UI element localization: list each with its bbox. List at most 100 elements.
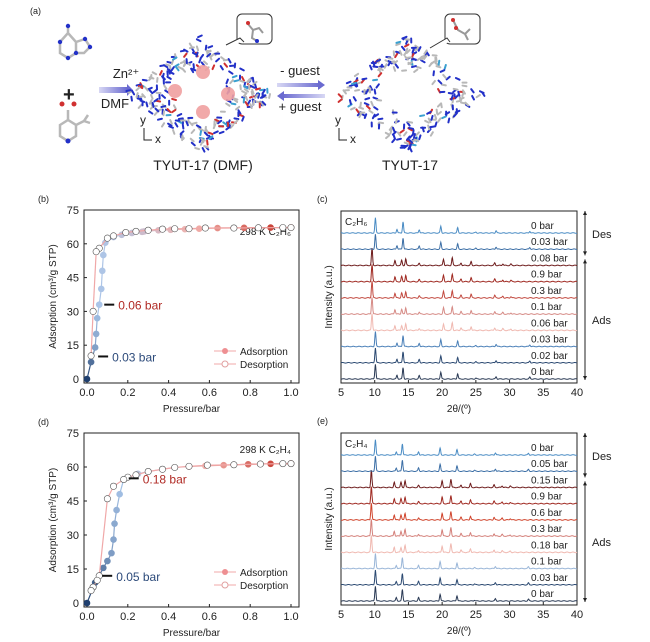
bond-stroke [148,76,155,80]
legend-label: Desorption [240,360,288,371]
bond-stroke [403,43,410,48]
bond-stroke [454,77,461,81]
bond-stroke [244,95,249,102]
desolvation-arrowhead-icon [318,80,325,90]
bond-stroke [450,94,454,101]
bond-stroke [371,113,376,120]
bond-stroke [207,45,214,49]
bond-stroke [440,83,447,87]
bond-stroke [203,145,210,149]
bond-stroke [195,51,199,58]
bond-stroke [377,117,384,121]
bond-stroke [153,110,159,116]
bond-stroke [395,40,402,44]
bond-stroke [429,125,436,129]
bond-stroke [189,137,195,143]
bond-stroke [159,70,163,76]
trace-label: 0.05 bar [531,459,568,470]
bond-stroke [437,117,442,123]
product-activated-label: TYUT-17 [382,157,438,173]
series-line-segment [92,251,97,312]
axis-y-label: y [335,113,341,127]
bond-stroke [135,86,141,92]
pxrd-trace [340,470,578,489]
bond-stroke [202,60,208,66]
bond-stroke [241,76,245,82]
bond-stroke [188,46,195,50]
bond-stroke [172,56,178,61]
bond-stroke [412,133,416,139]
reagent-zn-label: Zn²⁺ [113,66,139,81]
bond-stroke [405,39,409,45]
trace-label: 0.06 bar [531,318,568,329]
desorption-point [279,224,287,232]
axis-y-label: y [140,113,146,127]
bond-stroke [403,141,410,145]
bond-stroke [172,104,177,110]
pxrd-trace [341,553,578,570]
bond-stroke [268,93,272,99]
bond-stroke [190,47,195,53]
bond-stroke [150,100,154,107]
bond-stroke [461,84,468,88]
bond-stroke [244,101,249,107]
bond-stroke [235,105,241,111]
bond-stroke [137,85,144,90]
bond-stroke [396,131,402,137]
desorption-point [185,225,193,233]
bond-stroke [470,88,475,94]
pxrd-trace [340,569,578,586]
resolvation-arrow-icon [282,94,325,98]
bond-stroke [153,98,159,103]
bond-stroke [447,117,451,124]
adsorption-point [97,285,105,293]
y-tick-label: 45 [67,496,79,508]
bond-stroke [185,120,189,127]
bond-stroke [368,109,374,114]
bond-stroke [220,56,226,61]
bond-stroke [398,50,403,56]
bond-stroke [434,121,438,128]
x-tick-label: 30 [503,609,515,621]
bond-stroke [411,65,417,69]
bond-stroke [420,59,426,64]
panel-label: (c) [317,194,328,204]
des-label: Des [592,451,612,463]
trace-label: 0.6 bar [531,508,563,519]
gas-label: C₂H₄ [345,439,367,450]
adsorption-point [113,506,120,514]
ligand-molecule-icon [58,101,91,144]
bond-stroke [437,59,441,66]
bond-stroke [138,95,145,99]
bond-stroke [387,60,392,67]
bond-stroke [394,52,399,59]
bond-stroke [353,72,360,78]
x-tick-label: 0.4 [161,611,176,623]
bond-stroke [191,121,198,125]
bond-stroke [215,57,221,63]
bond-stroke [394,118,398,125]
desorption-point [171,463,179,471]
bond-lines [58,110,91,143]
bond-stroke [183,48,189,53]
bond-stroke [197,34,203,39]
bond-stroke [188,121,194,127]
y-axis-title: Adsorption (cm³/g STP) [48,468,59,572]
bond-stroke [421,126,425,133]
bond-stroke [436,110,442,116]
y-tick-label: 45 [67,273,79,285]
bond-stroke [242,92,248,98]
product-dmf-label: TYUT-17 (DMF) [153,157,253,173]
x-tick-label: 20 [436,387,448,399]
desorption-point [92,248,100,256]
chart-condition-label: 298 K C₂H₆ [240,227,291,238]
bond-stroke [392,60,399,65]
axis-x-label: x [155,132,161,146]
bond-stroke [370,100,374,107]
bond-stroke [237,109,242,115]
pxrd-chart-c: (c) 5 10 15 20 25 30 35 40 2θ/(º) Intensity (a.u.)… [317,194,612,415]
bond-stroke [411,57,417,62]
bond-stroke [231,74,238,79]
bond-stroke [162,110,166,117]
bond-stroke [407,120,414,124]
